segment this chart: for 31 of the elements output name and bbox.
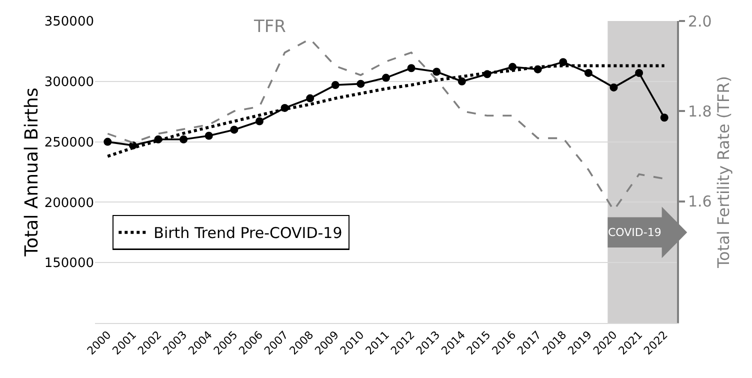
point bbox=[508, 62, 517, 71]
y-tick-label: 300000 bbox=[44, 74, 94, 90]
point bbox=[610, 83, 618, 92]
y-tick-label: 350000 bbox=[44, 14, 94, 30]
point bbox=[204, 132, 213, 140]
point bbox=[635, 68, 644, 77]
point bbox=[432, 68, 441, 76]
point bbox=[255, 117, 264, 126]
point bbox=[559, 58, 568, 66]
y-tick-label: 250000 bbox=[44, 135, 94, 150]
y-tick-label: 150000 bbox=[44, 256, 94, 272]
y2-axis-title: Total Fertility Rate (TFR) bbox=[714, 76, 733, 269]
point bbox=[230, 126, 238, 134]
band-label: COVID-19 bbox=[608, 226, 662, 239]
point bbox=[458, 77, 466, 86]
point bbox=[382, 74, 390, 82]
point bbox=[331, 81, 340, 90]
y2-tick-label: 2.0 bbox=[688, 12, 712, 30]
point bbox=[584, 68, 592, 77]
y2-tick-label: 1.8 bbox=[688, 102, 712, 120]
point bbox=[306, 94, 314, 102]
point bbox=[407, 64, 416, 72]
legend-label: Birth Trend Pre-COVID-19 bbox=[154, 224, 342, 242]
y-tick-label: 200000 bbox=[44, 196, 94, 211]
y2-tick-label: 1.6 bbox=[688, 192, 712, 211]
series-label: TFR bbox=[253, 17, 286, 37]
point bbox=[180, 135, 188, 144]
point bbox=[660, 114, 668, 122]
y-axis-title: Total Annual Births bbox=[21, 88, 42, 258]
point bbox=[356, 80, 365, 88]
point bbox=[104, 138, 112, 146]
